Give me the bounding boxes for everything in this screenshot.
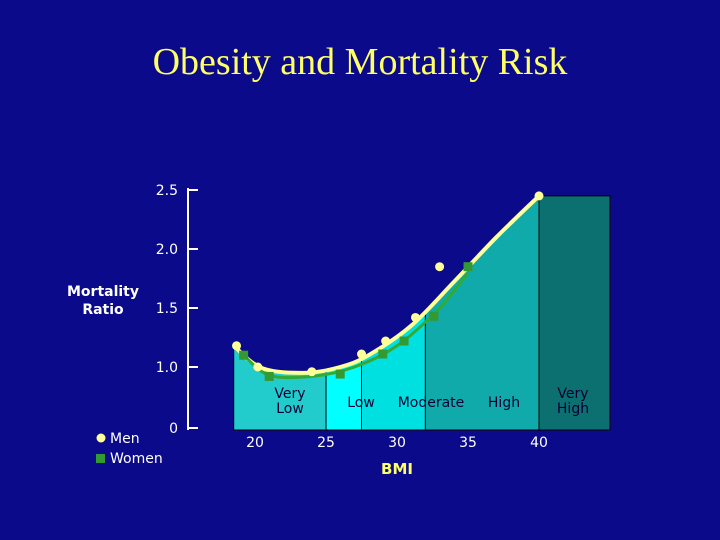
region-label: Very [274, 386, 305, 402]
data-points [232, 191, 544, 381]
men-point [357, 349, 366, 359]
men-point [435, 262, 445, 272]
chart-title: Obesity and Mortality Risk [152, 41, 568, 83]
region-label: Low [276, 401, 304, 417]
axes: 0 1.0 1.5 2.0 2.5 20 25 30 35 40 BMI Mortality Ratio [67, 183, 548, 478]
y-tick-label: 0 [169, 421, 178, 437]
x-tick-label: 35 [459, 435, 477, 451]
y-tick-label: 2.5 [156, 183, 178, 199]
women-point [239, 350, 249, 360]
men-point [307, 367, 317, 377]
men-curve [232, 194, 541, 375]
y-tick-label: 1.5 [156, 301, 178, 317]
legend: Men Women [96, 431, 163, 467]
women-point [335, 369, 345, 379]
region-very-high [538, 195, 611, 431]
men-point [410, 312, 420, 322]
y-axis-label: Mortality [67, 284, 139, 300]
women-point [399, 336, 409, 346]
women-point [463, 262, 473, 272]
region-label: High [557, 401, 589, 417]
y-tick-label: 1.0 [156, 360, 178, 376]
legend-men-marker [96, 433, 106, 443]
men-point [381, 336, 391, 346]
x-tick-label: 40 [530, 435, 548, 451]
men-point [534, 191, 544, 201]
legend-women-label: Women [110, 451, 163, 467]
region-label: Very [557, 386, 588, 402]
x-tick-label: 25 [317, 435, 335, 451]
region-label: High [488, 395, 520, 411]
region-label: Low [347, 395, 375, 411]
legend-women-marker [96, 454, 105, 463]
women-point [429, 311, 439, 321]
men-point [253, 362, 263, 372]
y-tick-label: 2.0 [156, 242, 178, 258]
x-tick-label: 20 [246, 435, 264, 451]
women-point [264, 371, 274, 381]
x-tick-label: 30 [388, 435, 406, 451]
y-axis-label: Ratio [82, 302, 124, 318]
women-point [378, 349, 388, 359]
region-label: Moderate [398, 395, 465, 411]
legend-men-label: Men [110, 431, 140, 447]
men-point [232, 341, 242, 351]
x-axis-label: BMI [381, 460, 413, 478]
